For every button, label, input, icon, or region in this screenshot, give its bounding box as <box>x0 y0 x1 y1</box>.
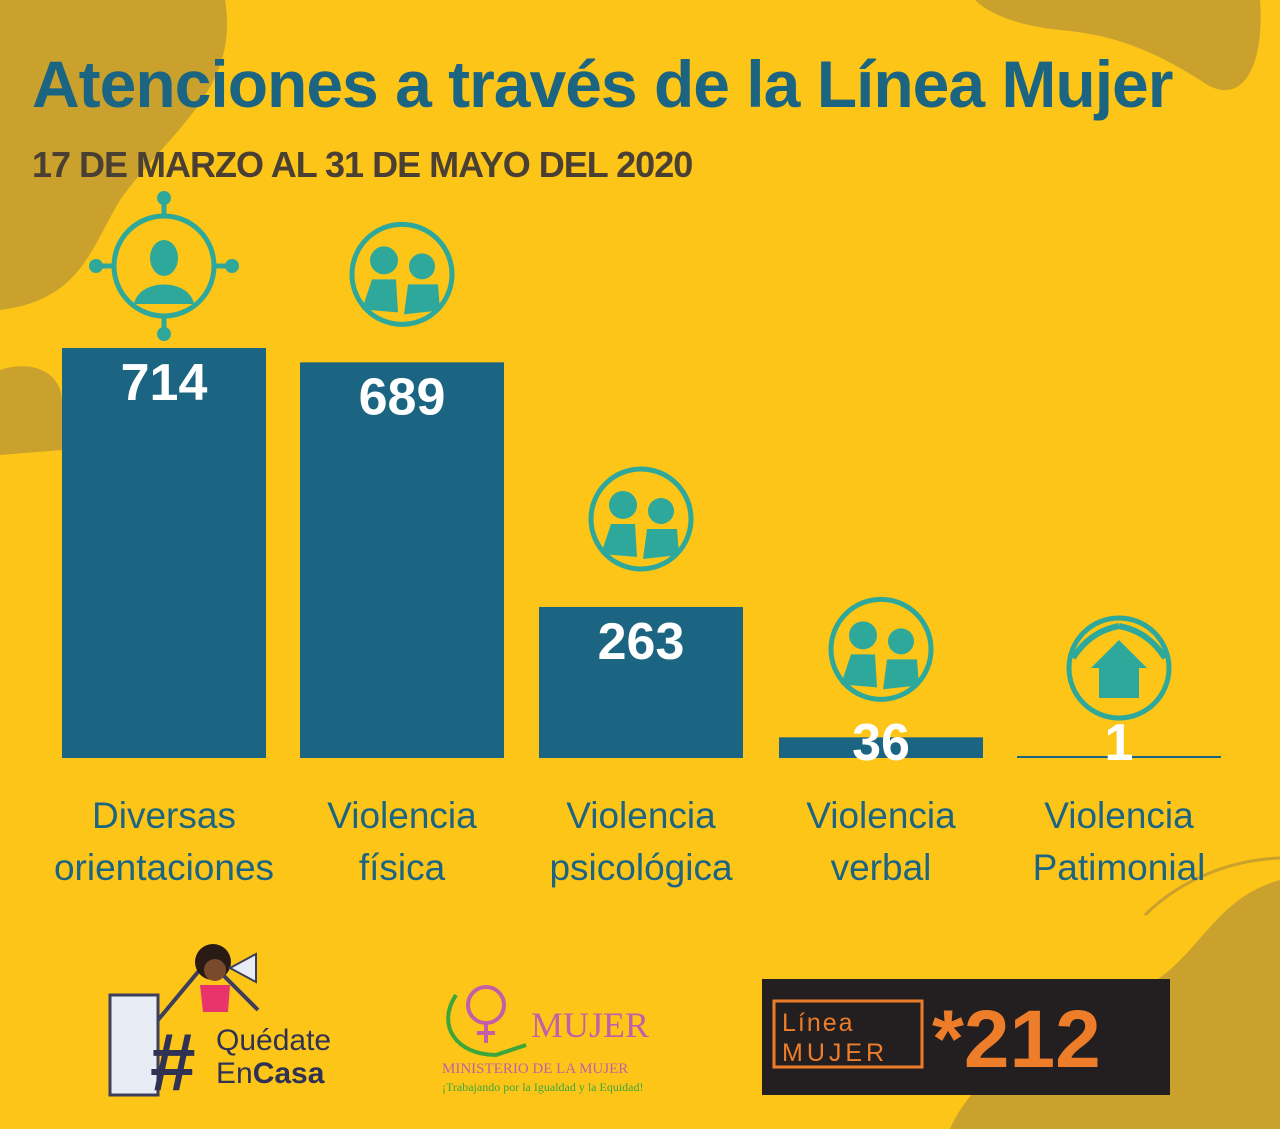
svg-text:*212: *212 <box>932 994 1101 1085</box>
category-line: Diversas <box>92 795 236 836</box>
quedate-text: Quédate <box>216 1024 331 1057</box>
category-line: Patimonial <box>1032 847 1206 888</box>
bar-1 <box>62 348 266 758</box>
svg-text:MUJER: MUJER <box>782 1039 888 1067</box>
category-line: Violencia <box>806 795 956 836</box>
value-label-4: 36 <box>852 714 910 772</box>
linea-mujer-212-logo: Línea MUJER *212 <box>762 979 1170 1095</box>
hash-symbol: # <box>150 1017 196 1100</box>
house-protection-icon <box>1066 615 1172 721</box>
category-line: verbal <box>830 847 932 888</box>
value-label-2: 689 <box>359 368 446 426</box>
verbal-violence-icon <box>828 596 934 702</box>
bar-4 <box>779 737 983 758</box>
bar-2 <box>300 362 504 758</box>
physical-violence-icon <box>349 221 455 327</box>
blob-left <box>0 366 62 455</box>
category-label-1: Diversas orientaciones <box>24 790 304 894</box>
category-line: Violencia <box>1044 795 1194 836</box>
page-title: Atenciones a través de la Línea Mujer <box>32 47 1173 121</box>
svg-text:MINISTERIO DE LA MUJER: MINISTERIO DE LA MUJER <box>442 1061 628 1077</box>
en-text: En <box>216 1057 253 1090</box>
category-label-2: Violencia física <box>262 790 542 894</box>
casa-text: Casa <box>253 1057 325 1090</box>
value-label-1: 714 <box>121 354 208 412</box>
page-subtitle: 17 DE MARZO AL 31 DE MAYO DEL 2020 <box>32 144 693 185</box>
category-label-4: Violencia verbal <box>741 790 1021 894</box>
category-label-5: Violencia Patimonial <box>979 790 1259 894</box>
category-line: Violencia <box>327 795 477 836</box>
value-label-5: 1 <box>1105 714 1134 772</box>
psychological-violence-icon <box>588 466 694 572</box>
blob-top-left <box>0 0 228 310</box>
category-label-3: Violencia psicológica <box>501 790 781 894</box>
category-line: psicológica <box>549 847 733 888</box>
category-line: orientaciones <box>53 847 275 888</box>
ministerio-mujer-logo: MUJER MINISTERIO DE LA MUJER ¡Trabajando… <box>436 975 676 1100</box>
bar-3 <box>539 606 743 758</box>
svg-text:MUJER: MUJER <box>531 1005 649 1045</box>
blob-top-right <box>975 0 1261 91</box>
arc-line <box>1143 856 1280 917</box>
category-line: Violencia <box>566 795 716 836</box>
person-compass-icon <box>89 191 239 341</box>
svg-text:EnCasa: EnCasa <box>216 1057 325 1090</box>
svg-text:Línea: Línea <box>782 1009 855 1037</box>
bar-5 <box>1017 756 1221 758</box>
value-label-3: 263 <box>598 613 685 671</box>
svg-text:¡Trabajando por la Igualdad y: ¡Trabajando por la Igualdad y la Equidad… <box>442 1080 644 1094</box>
category-line: física <box>358 847 446 888</box>
quedate-en-casa-logo: # Quédate EnCasa <box>108 940 378 1100</box>
